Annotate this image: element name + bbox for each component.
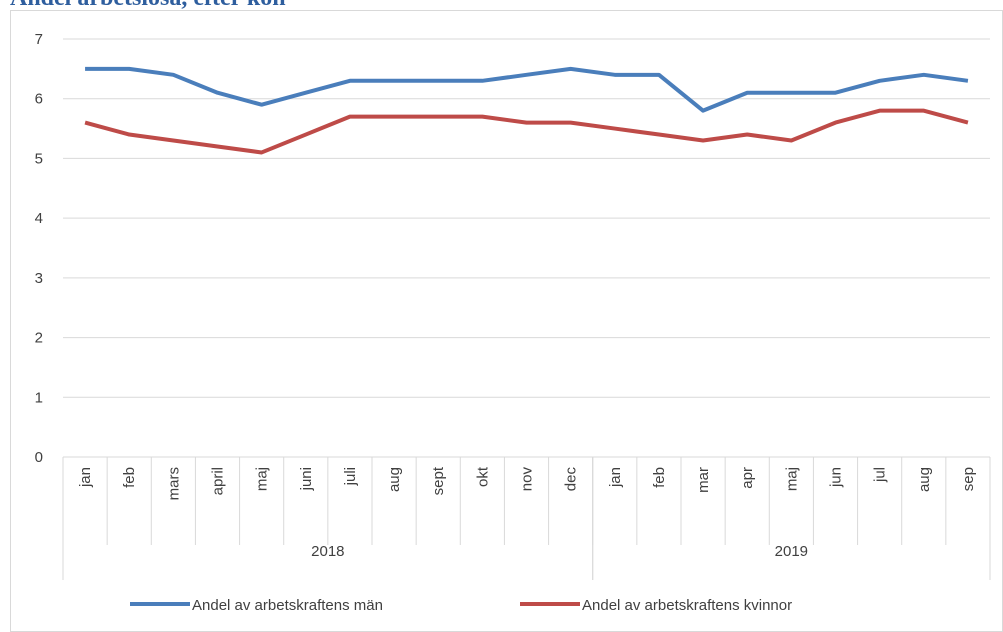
x-tick-label: okt — [474, 466, 491, 487]
x-tick-label: jan — [607, 467, 624, 488]
x-tick-label: sep — [960, 467, 977, 491]
group-label: 2019 — [775, 543, 808, 560]
group-label: 2018 — [311, 543, 344, 560]
chart-frame — [10, 10, 1003, 632]
x-tick-label: sept — [430, 466, 447, 495]
line-series — [84, 108, 969, 155]
x-tick-label: jun — [828, 467, 845, 488]
x-tick-label: feb — [121, 467, 138, 488]
x-tick-label: nov — [519, 467, 536, 492]
x-tick-label: feb — [651, 467, 668, 488]
x-tick-label: jul — [872, 467, 889, 483]
y-tick-label: 2 — [35, 330, 43, 347]
x-tick-label: mar — [695, 467, 712, 493]
x-tick-label: dec — [563, 467, 580, 492]
x-tick-label: juni — [298, 467, 315, 491]
x-tick-label: maj — [254, 467, 271, 491]
x-tick-label: maj — [783, 467, 800, 491]
x-tick-label: apr — [739, 467, 756, 489]
y-tick-label: 3 — [35, 270, 43, 287]
y-tick-label: 4 — [35, 210, 43, 227]
legend-label: Andel av arbetskraftens kvinnor — [582, 597, 792, 614]
x-tick-label: aug — [916, 467, 933, 492]
x-tick-label: april — [210, 467, 227, 495]
y-tick-label: 7 — [35, 31, 43, 48]
y-tick-label: 1 — [35, 389, 43, 406]
y-tick-label: 5 — [35, 150, 43, 167]
x-tick-label: mars — [165, 467, 182, 500]
x-tick-label: juli — [342, 467, 359, 486]
legend-label: Andel av arbetskraftens män — [192, 597, 383, 614]
y-tick-label: 0 — [35, 449, 43, 466]
y-tick-label: 6 — [35, 91, 43, 108]
line-series — [85, 66, 969, 113]
x-tick-label: jan — [77, 467, 94, 488]
chart-title: Andel arbetslösa, efter kön — [10, 0, 286, 11]
x-tick-label: aug — [386, 467, 403, 492]
